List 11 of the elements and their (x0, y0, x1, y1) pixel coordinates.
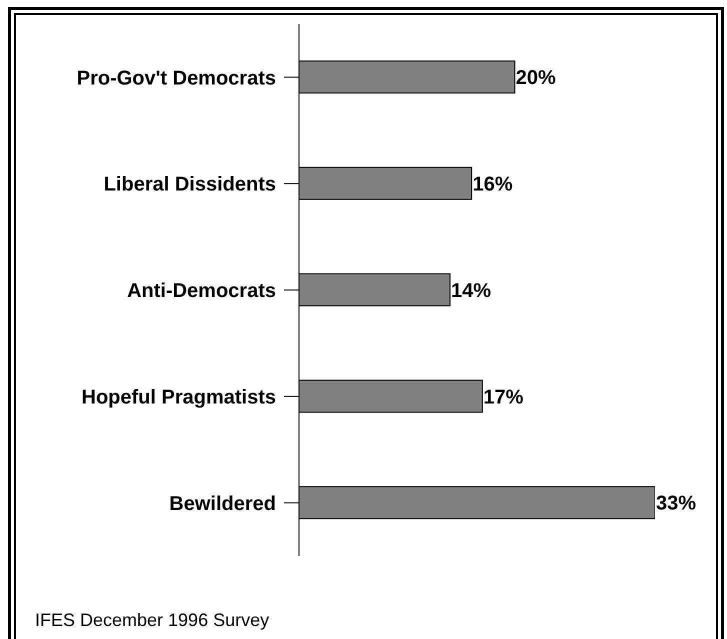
data-label: 16% (472, 174, 513, 196)
y-tick-label: Liberal Dissidents (104, 174, 276, 196)
y-tick-label: Bewildered (169, 492, 276, 515)
data-label: 17% (483, 386, 524, 408)
y-tick-label: Anti-Democrats (127, 280, 276, 302)
y-tick-label: Pro-Gov't Democrats (76, 67, 276, 90)
text: IFES December 1996 Survey (35, 610, 270, 631)
data-label: 14% (451, 280, 492, 302)
y-tick-label: Hopeful Pragmatists (82, 386, 276, 408)
data-label: 33% (656, 492, 696, 515)
data-label: 20% (516, 67, 556, 90)
